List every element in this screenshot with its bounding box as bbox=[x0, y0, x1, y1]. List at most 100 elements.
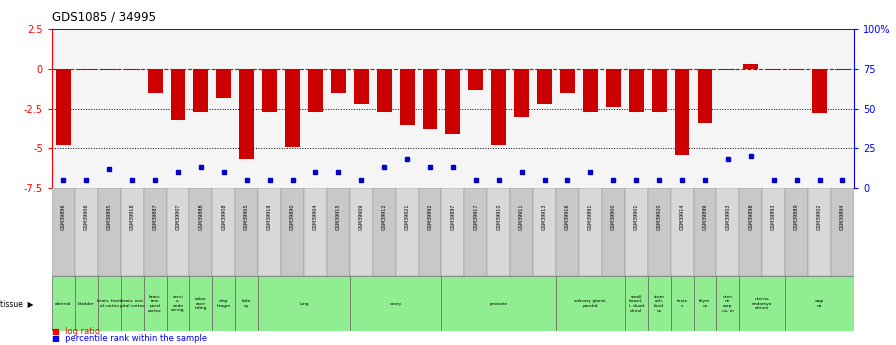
Text: ■  log ratio: ■ log ratio bbox=[52, 327, 100, 336]
Bar bbox=[396, 188, 418, 276]
Text: GSM39918: GSM39918 bbox=[130, 204, 134, 230]
Bar bbox=[579, 188, 602, 276]
Bar bbox=[75, 188, 98, 276]
Text: diap
hragm: diap hragm bbox=[217, 299, 231, 308]
Bar bbox=[52, 188, 75, 276]
Text: GSM39916: GSM39916 bbox=[565, 204, 570, 230]
Text: brain, front
al cortex: brain, front al cortex bbox=[97, 299, 121, 308]
Text: GSM39895: GSM39895 bbox=[107, 204, 112, 230]
Text: adrenal: adrenal bbox=[56, 302, 72, 306]
Bar bbox=[694, 276, 717, 331]
Bar bbox=[216, 69, 231, 98]
Bar bbox=[670, 188, 694, 276]
Bar bbox=[400, 69, 415, 125]
Text: kidn
ey: kidn ey bbox=[242, 299, 252, 308]
Text: GSM39913: GSM39913 bbox=[542, 204, 547, 230]
Bar bbox=[331, 69, 346, 93]
Text: GSM39889: GSM39889 bbox=[794, 204, 799, 230]
Bar bbox=[125, 69, 140, 70]
Text: bladder: bladder bbox=[78, 302, 95, 306]
Bar bbox=[629, 69, 643, 112]
Bar bbox=[739, 276, 785, 331]
Bar bbox=[835, 69, 850, 70]
Bar bbox=[602, 188, 625, 276]
Text: GSM39896: GSM39896 bbox=[61, 204, 66, 230]
Bar bbox=[491, 69, 506, 145]
Text: tissue  ▶: tissue ▶ bbox=[0, 299, 33, 308]
Bar bbox=[285, 69, 300, 147]
Bar bbox=[304, 188, 327, 276]
Bar bbox=[189, 188, 212, 276]
Text: brain,
tem
poral
cortex: brain, tem poral cortex bbox=[148, 295, 162, 313]
Text: colon
asce
nding: colon asce nding bbox=[194, 297, 207, 310]
Bar bbox=[236, 188, 258, 276]
Text: prostate: prostate bbox=[490, 302, 508, 306]
Bar bbox=[258, 276, 349, 331]
Bar bbox=[445, 69, 461, 134]
Text: GSM39921: GSM39921 bbox=[405, 204, 409, 230]
Bar bbox=[739, 188, 762, 276]
Bar bbox=[766, 69, 781, 70]
Bar bbox=[510, 188, 533, 276]
Text: GSM39905: GSM39905 bbox=[245, 204, 249, 230]
Text: GSM39890: GSM39890 bbox=[290, 204, 295, 230]
Bar bbox=[464, 188, 487, 276]
Bar bbox=[785, 276, 854, 331]
Bar bbox=[167, 188, 189, 276]
Bar bbox=[625, 276, 648, 331]
Bar bbox=[648, 276, 670, 331]
Text: GSM39908: GSM39908 bbox=[221, 204, 227, 230]
Text: GSM39894: GSM39894 bbox=[840, 204, 845, 230]
Bar bbox=[583, 69, 598, 112]
Bar bbox=[442, 276, 556, 331]
Text: GSM39912: GSM39912 bbox=[382, 204, 387, 230]
Bar bbox=[423, 69, 437, 129]
Bar bbox=[373, 188, 396, 276]
Bar bbox=[98, 188, 121, 276]
Text: uteri
ne
corp
us, m: uteri ne corp us, m bbox=[722, 295, 734, 313]
Bar bbox=[121, 276, 143, 331]
Text: vagi
na: vagi na bbox=[814, 299, 824, 308]
Bar bbox=[625, 188, 648, 276]
Text: GSM39892: GSM39892 bbox=[427, 204, 433, 230]
Text: GDS1085 / 34995: GDS1085 / 34995 bbox=[52, 10, 156, 23]
Text: brain, occi
pital cortex: brain, occi pital cortex bbox=[120, 299, 144, 308]
Bar bbox=[167, 276, 189, 331]
Bar bbox=[831, 188, 854, 276]
Bar bbox=[327, 188, 349, 276]
Bar bbox=[560, 69, 575, 93]
Bar bbox=[56, 69, 71, 145]
Text: GSM39917: GSM39917 bbox=[473, 204, 478, 230]
Bar bbox=[606, 69, 621, 107]
Bar bbox=[675, 69, 690, 155]
Bar bbox=[556, 188, 579, 276]
Bar bbox=[281, 188, 304, 276]
Bar bbox=[744, 64, 758, 69]
Bar bbox=[556, 276, 625, 331]
Text: GSM39897: GSM39897 bbox=[451, 204, 455, 230]
Text: cervi
x,
endo
cervig: cervi x, endo cervig bbox=[171, 295, 185, 313]
Bar bbox=[670, 276, 694, 331]
Text: salivary gland,
parotid: salivary gland, parotid bbox=[574, 299, 607, 308]
Text: lung: lung bbox=[299, 302, 309, 306]
Text: uterus,
endomyo
etrium: uterus, endomyo etrium bbox=[752, 297, 772, 310]
Bar bbox=[717, 188, 739, 276]
Text: GSM39919: GSM39919 bbox=[267, 204, 272, 230]
Bar bbox=[75, 276, 98, 331]
Bar bbox=[189, 276, 212, 331]
Bar bbox=[98, 276, 121, 331]
Text: GSM39891: GSM39891 bbox=[588, 204, 593, 230]
Text: GSM39887: GSM39887 bbox=[152, 204, 158, 230]
Bar bbox=[308, 69, 323, 112]
Bar bbox=[102, 69, 116, 70]
Bar bbox=[194, 69, 209, 112]
Bar bbox=[514, 69, 530, 117]
Text: GSM39902: GSM39902 bbox=[817, 204, 822, 230]
Text: small
bowel,
l. duod
denul: small bowel, l. duod denul bbox=[629, 295, 644, 313]
Text: GSM39915: GSM39915 bbox=[336, 204, 340, 230]
Bar bbox=[717, 276, 739, 331]
Text: thym
us: thym us bbox=[700, 299, 711, 308]
Bar bbox=[808, 188, 831, 276]
Bar bbox=[694, 188, 717, 276]
Text: GSM39888: GSM39888 bbox=[198, 204, 203, 230]
